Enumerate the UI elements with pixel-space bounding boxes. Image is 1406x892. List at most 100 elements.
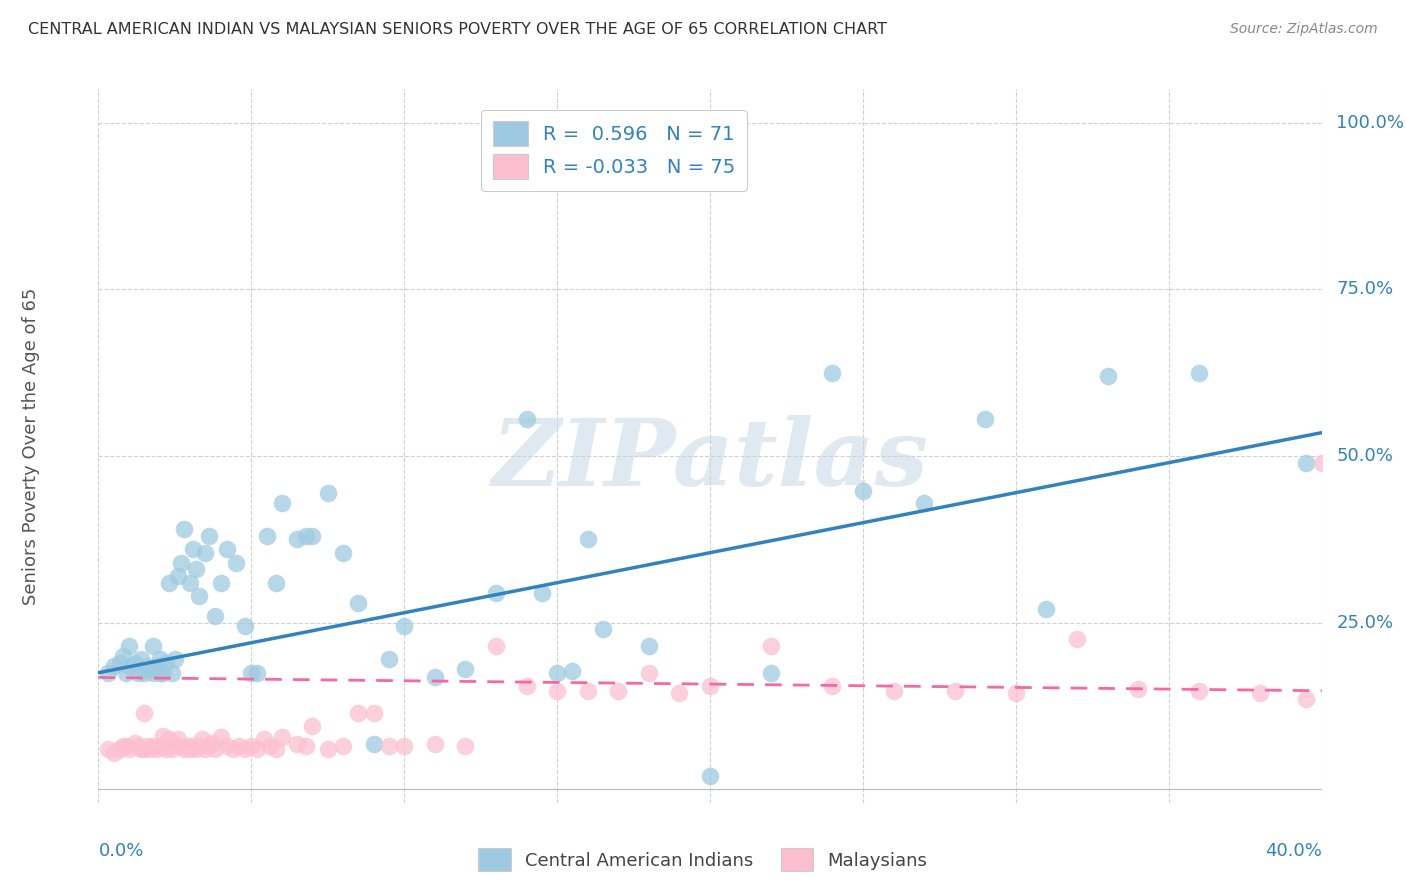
- Point: [118, 639, 141, 653]
- Point: [108, 742, 131, 756]
- Point: [576, 533, 599, 547]
- Point: [233, 742, 256, 756]
- Point: [142, 639, 165, 653]
- Point: [883, 683, 905, 698]
- Point: [134, 706, 156, 720]
- Point: [246, 665, 269, 680]
- Point: [1128, 682, 1150, 697]
- Point: [118, 659, 141, 673]
- Point: [821, 366, 844, 380]
- Point: [179, 742, 201, 756]
- Legend: Central American Indians, Malaysians: Central American Indians, Malaysians: [471, 841, 935, 879]
- Point: [228, 739, 250, 753]
- Point: [912, 496, 935, 510]
- Point: [163, 739, 186, 753]
- Point: [423, 737, 446, 751]
- Point: [530, 585, 553, 599]
- Point: [759, 665, 782, 680]
- Text: 40.0%: 40.0%: [1265, 842, 1322, 860]
- Point: [699, 679, 721, 693]
- Point: [173, 742, 195, 756]
- Point: [759, 639, 782, 653]
- Point: [129, 652, 152, 666]
- Point: [546, 665, 568, 680]
- Point: [392, 619, 416, 633]
- Point: [181, 542, 204, 557]
- Point: [485, 585, 508, 599]
- Text: ZIPatlas: ZIPatlas: [492, 416, 928, 505]
- Point: [637, 665, 661, 680]
- Point: [637, 639, 661, 653]
- Point: [134, 665, 156, 680]
- Point: [607, 683, 630, 698]
- Point: [378, 652, 401, 666]
- Text: 75.0%: 75.0%: [1336, 280, 1393, 298]
- Text: Source: ZipAtlas.com: Source: ZipAtlas.com: [1230, 22, 1378, 37]
- Point: [1310, 456, 1333, 470]
- Point: [200, 736, 222, 750]
- Text: CENTRAL AMERICAN INDIAN VS MALAYSIAN SENIORS POVERTY OVER THE AGE OF 65 CORRELAT: CENTRAL AMERICAN INDIAN VS MALAYSIAN SEN…: [28, 22, 887, 37]
- Point: [576, 683, 599, 698]
- Point: [454, 662, 477, 676]
- Point: [285, 533, 308, 547]
- Point: [97, 665, 120, 680]
- Point: [111, 649, 134, 664]
- Point: [139, 742, 162, 756]
- Point: [149, 739, 172, 753]
- Point: [363, 706, 385, 720]
- Point: [145, 659, 167, 673]
- Point: [215, 542, 238, 557]
- Point: [301, 529, 323, 543]
- Point: [167, 569, 190, 583]
- Point: [1004, 686, 1026, 700]
- Point: [974, 412, 997, 426]
- Point: [181, 739, 204, 753]
- Point: [179, 575, 201, 590]
- Point: [136, 659, 159, 673]
- Text: 100.0%: 100.0%: [1336, 113, 1405, 131]
- Point: [145, 742, 167, 756]
- Point: [204, 742, 226, 756]
- Point: [188, 589, 211, 603]
- Point: [136, 739, 159, 753]
- Point: [240, 739, 263, 753]
- Point: [516, 412, 538, 426]
- Point: [225, 556, 247, 570]
- Point: [111, 739, 134, 753]
- Point: [1295, 456, 1317, 470]
- Point: [209, 731, 232, 745]
- Point: [170, 556, 193, 570]
- Point: [134, 742, 156, 756]
- Point: [197, 529, 219, 543]
- Point: [186, 562, 208, 576]
- Point: [699, 769, 721, 783]
- Text: 25.0%: 25.0%: [1336, 614, 1393, 632]
- Point: [1295, 692, 1317, 706]
- Point: [170, 739, 193, 753]
- Point: [1188, 366, 1211, 380]
- Text: 0.0%: 0.0%: [98, 842, 143, 860]
- Point: [97, 742, 120, 756]
- Point: [142, 665, 165, 680]
- Point: [194, 546, 217, 560]
- Point: [209, 575, 232, 590]
- Point: [485, 639, 508, 653]
- Point: [454, 739, 477, 753]
- Point: [332, 546, 354, 560]
- Point: [124, 656, 146, 670]
- Point: [1066, 632, 1088, 647]
- Point: [233, 619, 256, 633]
- Point: [127, 665, 149, 680]
- Point: [516, 679, 538, 693]
- Point: [332, 739, 354, 753]
- Point: [852, 483, 875, 498]
- Legend: R =  0.596   N = 71, R = -0.033   N = 75: R = 0.596 N = 71, R = -0.033 N = 75: [481, 110, 748, 191]
- Point: [186, 742, 208, 756]
- Point: [378, 739, 401, 753]
- Point: [167, 732, 190, 747]
- Point: [152, 729, 174, 743]
- Point: [246, 742, 269, 756]
- Point: [285, 737, 308, 751]
- Point: [264, 742, 287, 756]
- Point: [1035, 602, 1057, 616]
